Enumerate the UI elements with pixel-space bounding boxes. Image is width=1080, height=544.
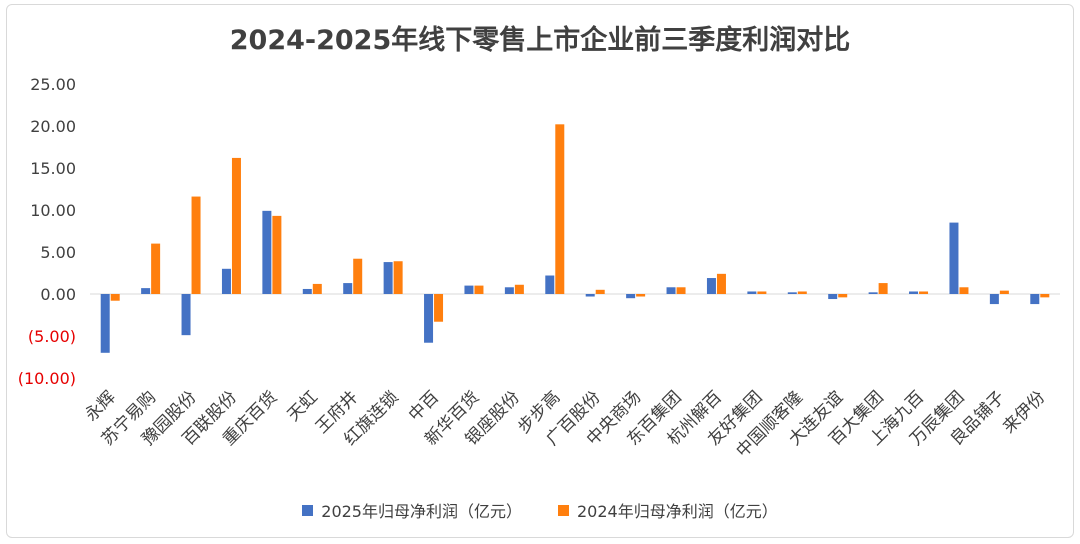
bar-2024 <box>555 124 565 294</box>
bar-2024 <box>434 294 444 322</box>
bar-2025 <box>504 287 514 294</box>
chart-frame <box>6 4 1074 538</box>
bar-2025 <box>747 291 757 294</box>
bar-2025 <box>828 294 838 300</box>
bar-2024 <box>757 291 767 294</box>
y-tick-label: (5.00) <box>28 327 76 346</box>
bar-2025 <box>141 288 151 294</box>
bar-2025 <box>262 210 272 294</box>
bar-2025 <box>666 287 676 294</box>
bar-2024 <box>838 294 848 298</box>
bar-2024 <box>919 291 929 294</box>
bar-2024 <box>110 294 120 301</box>
bar-2024 <box>636 294 646 297</box>
bar-2024 <box>312 283 322 294</box>
bar-2024 <box>797 291 807 294</box>
bar-2024 <box>191 196 201 294</box>
bar-2025 <box>787 292 797 294</box>
y-tick-label: 5.00 <box>40 243 76 262</box>
bar-2024 <box>1040 294 1050 298</box>
bar-2024 <box>999 290 1009 294</box>
bar-2025 <box>989 294 999 305</box>
legend-label-2024: 2024年归母净利润（亿元） <box>577 502 778 521</box>
bar-2024 <box>474 285 484 294</box>
bar-2025 <box>221 268 231 294</box>
bar-2025 <box>868 292 878 294</box>
legend-swatch-2024 <box>558 504 569 516</box>
bar-2025 <box>949 222 959 294</box>
legend-item-2024: 2024年归母净利润（亿元） <box>558 498 778 522</box>
bar-2024 <box>676 287 686 294</box>
bar-2024 <box>959 287 969 294</box>
bar-2024 <box>514 284 524 294</box>
bar-2025 <box>464 285 474 294</box>
bar-2025 <box>383 262 393 294</box>
bar-2025 <box>626 294 636 299</box>
bar-2024 <box>878 283 888 294</box>
bar-2025 <box>343 283 353 294</box>
bar-2025 <box>706 278 716 294</box>
y-tick-label: 15.00 <box>30 159 76 178</box>
bar-2024 <box>151 243 161 294</box>
bar-2024 <box>353 258 363 294</box>
bar-2024 <box>595 289 605 294</box>
y-tick-label: 10.00 <box>30 201 76 220</box>
y-tick-label: 25.00 <box>30 75 76 94</box>
legend: 2025年归母净利润（亿元） 2024年归母净利润（亿元） <box>0 498 1080 522</box>
legend-label-2025: 2025年归母净利润（亿元） <box>321 502 522 521</box>
y-tick-label: 0.00 <box>40 285 76 304</box>
y-tick-label: (10.00) <box>18 369 76 388</box>
legend-swatch-2025 <box>302 504 314 516</box>
legend-item-2025: 2025年归母净利润（亿元） <box>302 498 522 522</box>
bar-2025 <box>181 294 191 336</box>
bar-2024 <box>231 157 241 294</box>
bar-2025 <box>909 291 919 294</box>
bar-2025 <box>302 288 312 294</box>
x-tick-label: 来伊份 <box>999 387 1049 437</box>
bar-2025 <box>545 275 555 294</box>
y-tick-label: 20.00 <box>30 117 76 136</box>
bar-2025 <box>585 294 595 297</box>
chart-title: 2024-2025年线下零售上市企业前三季度利润对比 <box>229 25 851 56</box>
bar-2025 <box>1030 294 1040 305</box>
bar-2024 <box>393 261 403 294</box>
bar-2025 <box>424 294 434 343</box>
bar-2025 <box>100 294 110 353</box>
bar-2024 <box>716 273 726 294</box>
bar-2024 <box>272 215 282 294</box>
